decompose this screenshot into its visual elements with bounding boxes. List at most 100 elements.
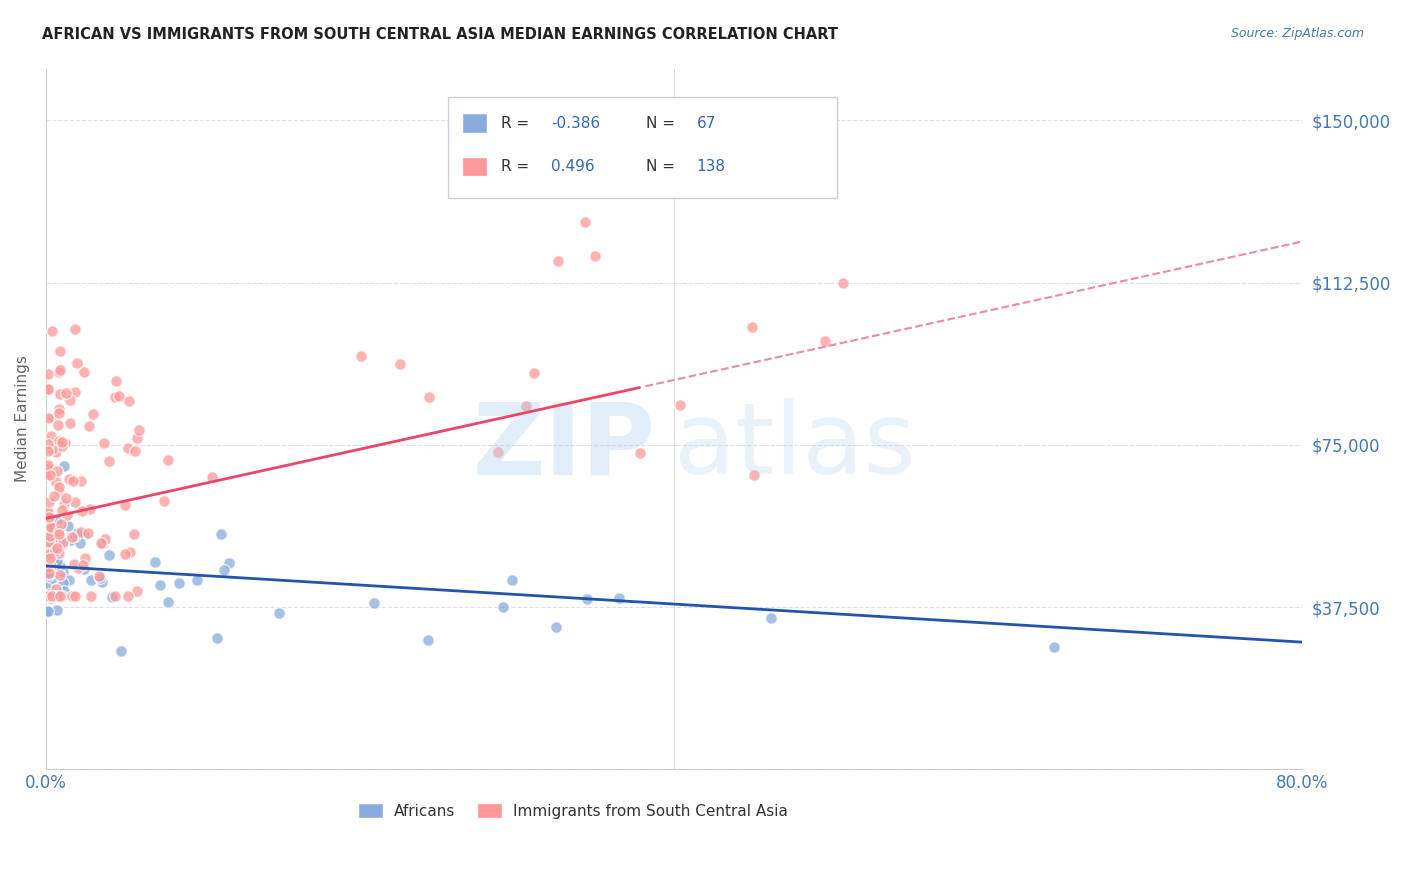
Point	[37, 444, 59, 458]
Point	[156, 453, 179, 467]
Point	[114, 547, 136, 561]
Point	[45, 554, 67, 568]
Point	[37, 558, 59, 573]
Point	[52, 459, 75, 474]
Point	[62, 474, 84, 488]
Point	[51, 589, 73, 603]
Point	[44, 543, 66, 558]
Point	[38, 494, 60, 508]
Point	[574, 215, 596, 229]
Point	[39, 558, 62, 573]
Text: 67: 67	[696, 116, 716, 131]
Text: ZIP: ZIP	[472, 399, 655, 495]
Point	[59, 393, 82, 408]
Point	[42, 551, 65, 566]
Point	[89, 571, 111, 585]
Point	[56, 508, 79, 523]
Text: AFRICAN VS IMMIGRANTS FROM SOUTH CENTRAL ASIA MEDIAN EARNINGS CORRELATION CHART: AFRICAN VS IMMIGRANTS FROM SOUTH CENTRAL…	[42, 27, 838, 42]
Point	[73, 528, 96, 542]
Point	[52, 537, 75, 551]
Point	[44, 561, 66, 575]
Point	[48, 559, 70, 574]
Point	[59, 533, 82, 548]
Point	[48, 434, 70, 449]
Point	[120, 544, 142, 558]
Point	[37, 437, 59, 451]
Point	[70, 524, 93, 539]
Text: atlas: atlas	[673, 399, 915, 495]
Point	[522, 366, 544, 380]
Point	[77, 419, 100, 434]
Point	[44, 542, 66, 557]
Point	[38, 566, 60, 580]
Point	[48, 546, 70, 560]
Point	[152, 494, 174, 508]
Point	[53, 436, 76, 450]
Point	[44, 535, 66, 549]
Point	[37, 506, 59, 520]
Point	[93, 436, 115, 450]
FancyBboxPatch shape	[449, 96, 837, 198]
Point	[49, 387, 72, 401]
Point	[37, 524, 59, 538]
Point	[55, 386, 77, 401]
Point	[39, 551, 62, 566]
Point	[41, 521, 63, 535]
Point	[101, 590, 124, 604]
Point	[41, 589, 63, 603]
Point	[44, 589, 66, 603]
Point	[53, 498, 76, 512]
Point	[37, 546, 59, 560]
Point	[55, 491, 77, 505]
Point	[39, 589, 62, 603]
Point	[56, 518, 79, 533]
Point	[41, 546, 63, 560]
Point	[46, 589, 69, 603]
Point	[49, 434, 72, 449]
FancyBboxPatch shape	[463, 158, 485, 176]
Point	[39, 550, 62, 565]
Point	[98, 548, 121, 562]
Point	[104, 374, 127, 388]
Point	[69, 475, 91, 489]
Point	[110, 644, 132, 658]
Point	[37, 589, 59, 603]
Point	[52, 584, 75, 599]
Point	[38, 509, 60, 524]
Point	[73, 562, 96, 576]
Text: N =: N =	[647, 159, 681, 174]
Point	[157, 595, 180, 609]
Point	[49, 568, 72, 582]
Point	[89, 569, 111, 583]
Point	[38, 559, 60, 574]
Point	[37, 566, 59, 580]
Point	[515, 399, 537, 413]
Point	[218, 557, 240, 571]
Point	[39, 532, 62, 546]
Point	[37, 549, 59, 564]
Point	[48, 362, 70, 376]
Point	[48, 480, 70, 494]
Point	[38, 547, 60, 561]
Point	[45, 464, 67, 478]
Point	[104, 589, 127, 603]
Text: Source: ZipAtlas.com: Source: ZipAtlas.com	[1230, 27, 1364, 40]
Point	[51, 439, 73, 453]
Point	[97, 454, 120, 468]
Point	[741, 320, 763, 334]
Point	[48, 524, 70, 539]
Point	[38, 535, 60, 549]
Point	[117, 589, 139, 603]
Point	[118, 394, 141, 409]
Point	[41, 549, 63, 563]
Point	[63, 529, 86, 543]
Point	[38, 537, 60, 551]
Point	[60, 530, 83, 544]
Point	[39, 428, 62, 442]
Point	[149, 578, 172, 592]
Y-axis label: Median Earnings: Median Earnings	[15, 356, 30, 483]
Point	[607, 591, 630, 605]
Point	[37, 560, 59, 574]
Point	[58, 472, 80, 486]
Point	[38, 578, 60, 592]
